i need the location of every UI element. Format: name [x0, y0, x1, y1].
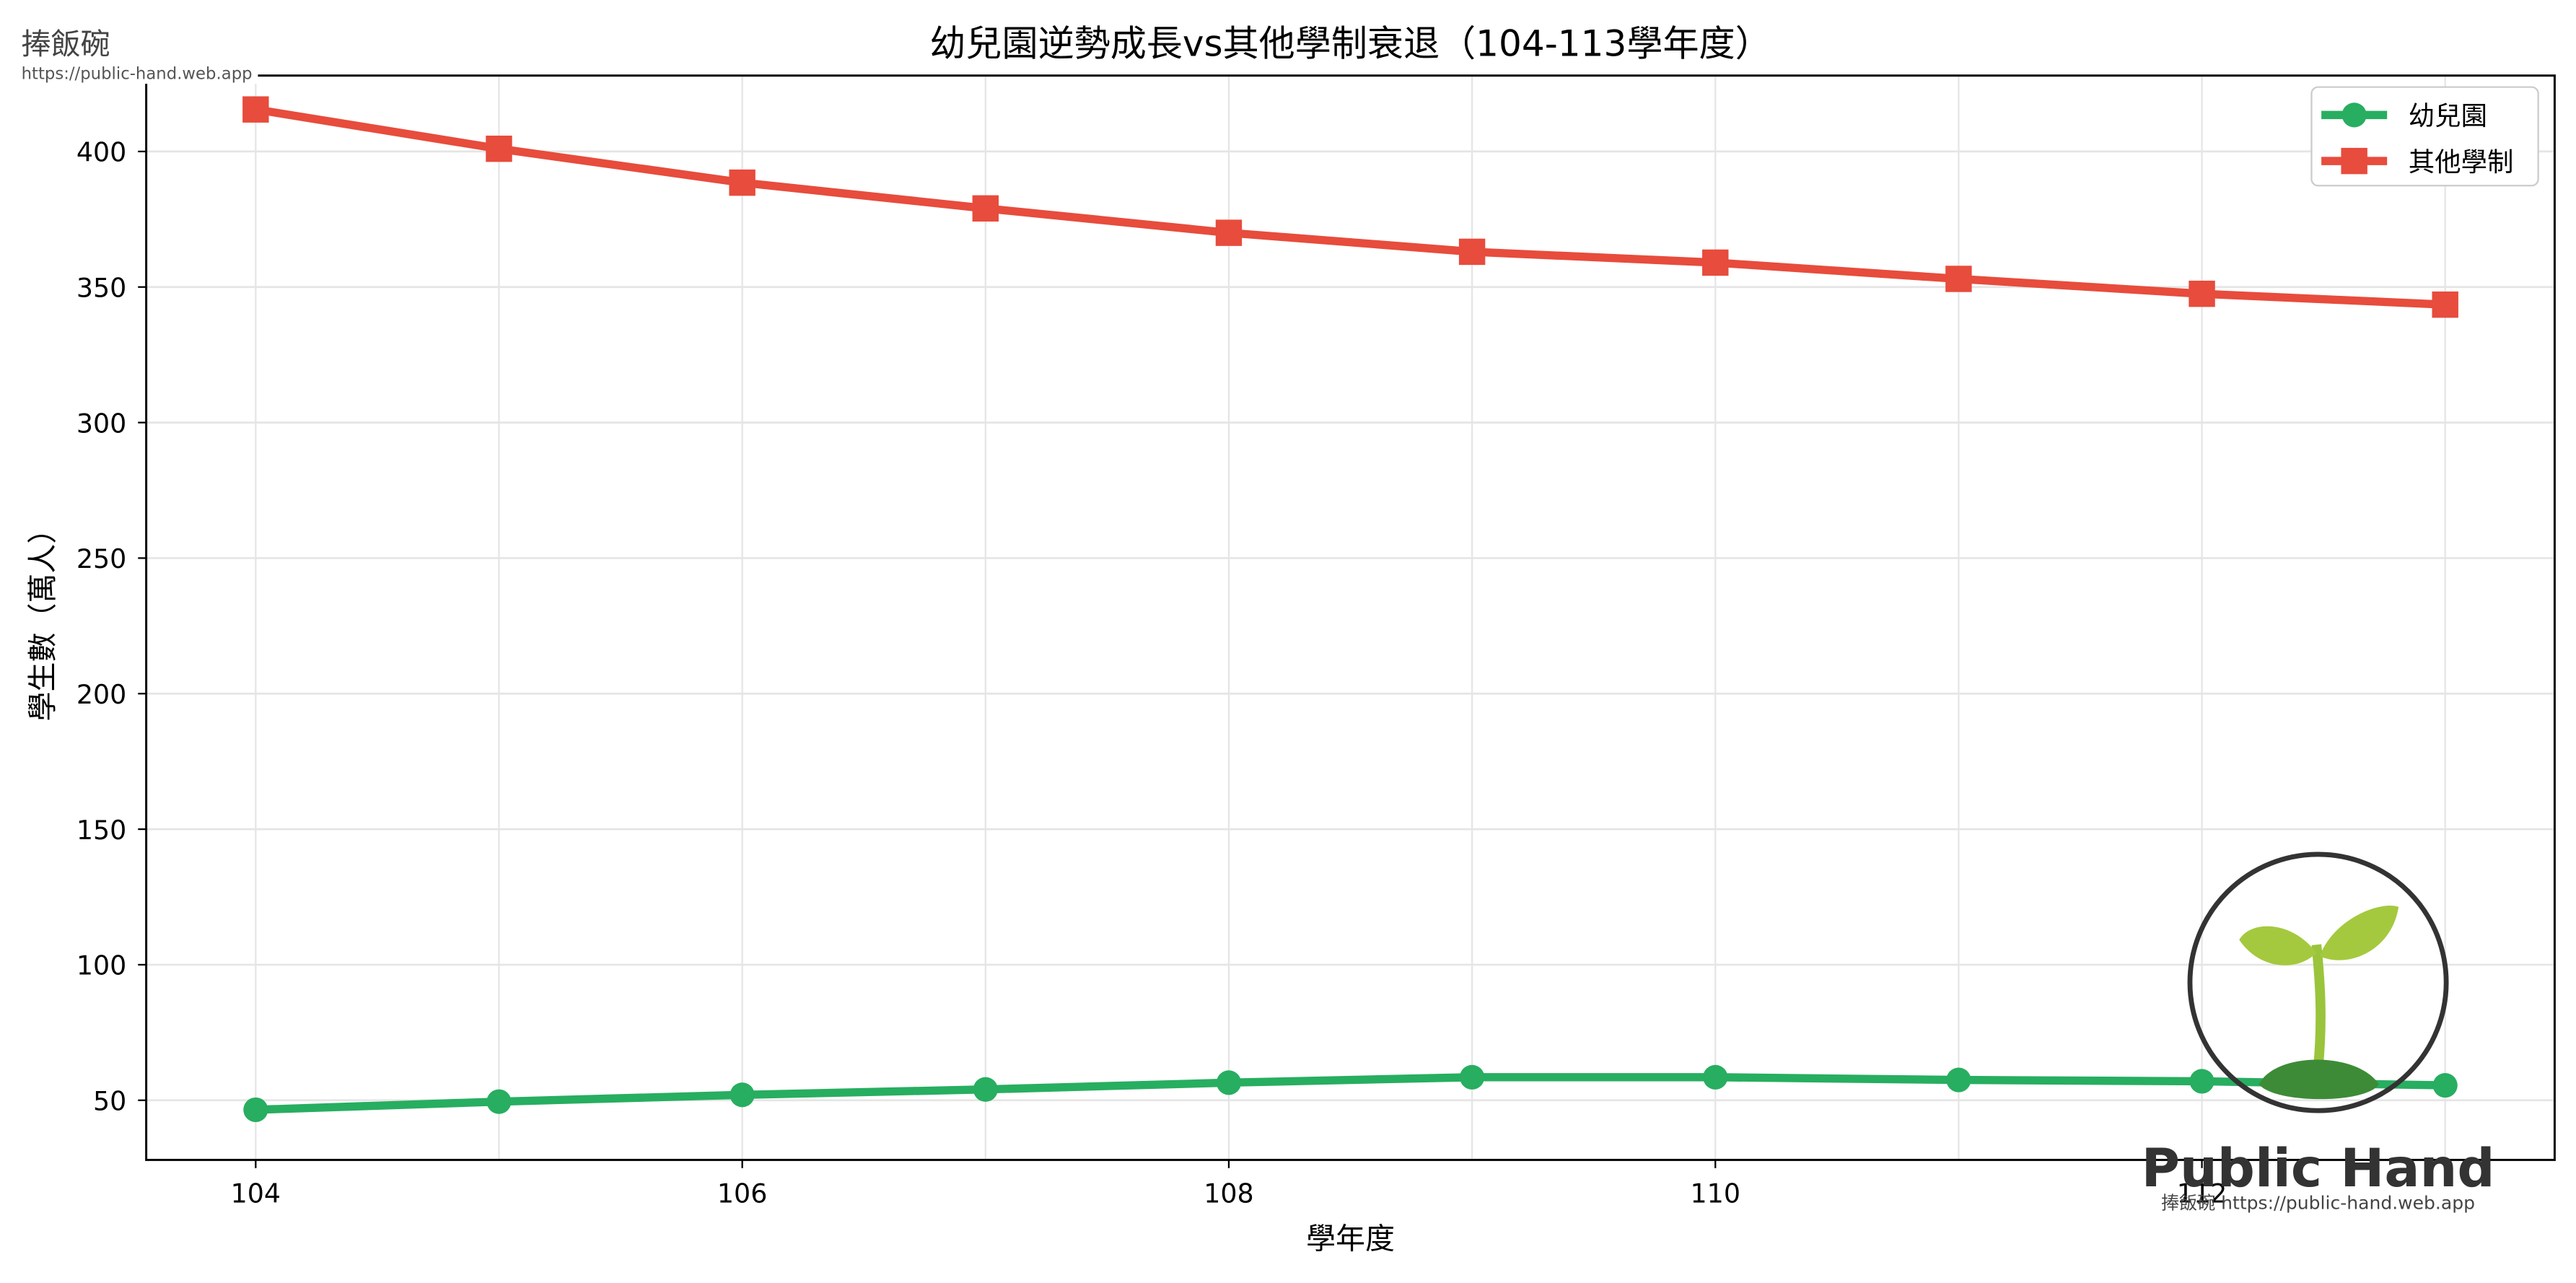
y-tick-label: 250 [76, 543, 127, 574]
y-axis-label: 學生數（萬人） [25, 514, 60, 722]
data-point-square [486, 135, 512, 162]
data-point-square [1215, 219, 1243, 246]
legend-label: 其他學制 [2409, 146, 2514, 178]
chart-title: 幼兒園逆勢成長vs其他學制衰退（104-113學年度） [929, 22, 1771, 64]
sprout-leaf-icon [2239, 926, 2317, 965]
x-tick-label: 112 [2177, 1178, 2227, 1209]
data-point-square [729, 169, 755, 196]
data-point-circle [2189, 1069, 2214, 1094]
logo-title: Public Hand [2142, 1138, 2495, 1199]
data-point-square [2189, 280, 2215, 307]
data-point-square [1702, 249, 1729, 276]
x-tick-label: 110 [1691, 1178, 1740, 1209]
data-point-circle [1216, 1070, 1242, 1095]
x-axis-label: 學年度 [1306, 1221, 1395, 1256]
x-tick-label: 108 [1204, 1178, 1254, 1209]
y-tick-label: 300 [76, 408, 127, 439]
series-kindergarten [243, 1064, 2458, 1122]
plot-frame [145, 74, 2556, 1161]
y-tick-label: 200 [76, 679, 127, 710]
sprout-stem-icon [2311, 944, 2326, 1069]
data-point-circle [1460, 1064, 1485, 1090]
data-point-circle [1946, 1067, 1971, 1092]
legend-marker-circle [2341, 102, 2367, 128]
data-point-circle [973, 1077, 998, 1102]
watermark-url: https://public-hand.web.app [21, 66, 258, 84]
series-line [255, 1073, 2445, 1114]
data-point-circle [2432, 1073, 2458, 1098]
logo-circle [2187, 851, 2449, 1113]
public-hand-logo [2187, 851, 2449, 1113]
watermark-site-name: 捧飯碗 [21, 27, 110, 63]
legend-label: 幼兒園 [2409, 100, 2487, 131]
legend-marker-square [2341, 147, 2367, 175]
data-point-circle [486, 1089, 512, 1114]
y-tick-label: 50 [93, 1085, 126, 1116]
data-point-square [2432, 291, 2458, 318]
series-line [255, 105, 2445, 309]
x-tick-label: 106 [717, 1178, 768, 1209]
sprout-leaf-icon [2319, 906, 2399, 960]
y-tick-label: 350 [76, 272, 127, 303]
legend-item-kindergarten: 幼兒園 [2321, 100, 2487, 131]
data-point-circle [243, 1097, 268, 1122]
y-tick-label: 100 [76, 950, 127, 981]
x-tick-label: 104 [231, 1178, 281, 1209]
data-point-circle [730, 1082, 755, 1108]
logo-subtitle: 捧飯碗 https://public-hand.web.app [2161, 1193, 2475, 1214]
data-point-square [1458, 238, 1486, 266]
data-point-circle [1703, 1064, 1728, 1090]
data-point-square [1945, 266, 1972, 292]
legend-item-other-schools: 其他學制 [2321, 146, 2513, 178]
data-point-square [242, 96, 269, 123]
y-tick-label: 150 [76, 815, 127, 846]
series-other-schools [242, 96, 2458, 318]
y-tick-label: 400 [76, 137, 127, 168]
data-point-square [972, 195, 999, 222]
soil-mound-icon [2259, 1059, 2379, 1100]
